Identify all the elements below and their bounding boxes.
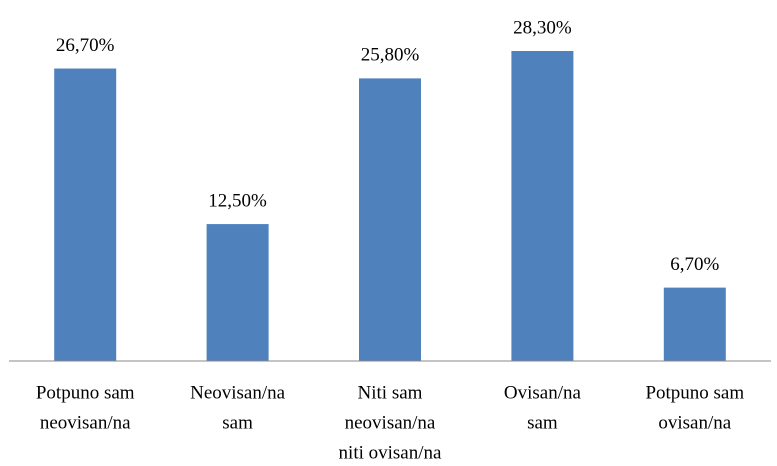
value-label: 25,80% <box>361 45 420 66</box>
x-tick-label: sam <box>527 412 558 433</box>
x-tick-label: Potpuno sam <box>36 382 135 403</box>
x-tick-label: Niti sam <box>358 382 423 403</box>
x-tick-label: ovisan/na <box>658 412 731 433</box>
bar <box>206 224 269 361</box>
value-label: 26,70% <box>56 35 115 56</box>
value-label: 28,30% <box>513 17 572 38</box>
bar <box>359 78 421 361</box>
x-tick-label: Ovisan/na <box>504 382 582 403</box>
bar <box>663 287 726 361</box>
x-tick-label: neovisan/na <box>345 412 436 433</box>
x-tick-label: Neovisan/na <box>190 382 286 403</box>
x-tick-label: niti ovisan/na <box>339 442 442 463</box>
bar <box>511 51 574 361</box>
x-tick-label: neovisan/na <box>40 412 131 433</box>
x-tick-label: sam <box>222 412 253 433</box>
x-tick-label: Potpuno sam <box>645 382 744 403</box>
value-label: 6,70% <box>670 254 719 275</box>
value-label: 12,50% <box>208 190 267 211</box>
bar <box>54 68 117 362</box>
